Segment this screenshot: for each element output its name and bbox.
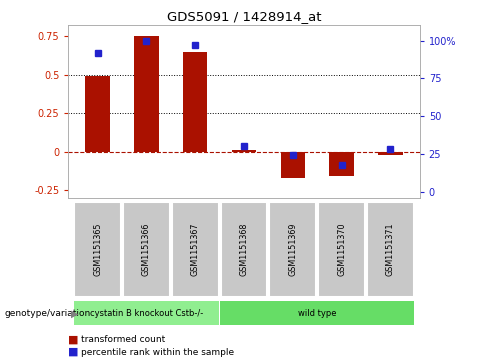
FancyBboxPatch shape (74, 202, 121, 298)
Text: cystatin B knockout Cstb-/-: cystatin B knockout Cstb-/- (90, 309, 203, 318)
FancyBboxPatch shape (269, 202, 316, 298)
Text: ■: ■ (68, 347, 79, 357)
Text: GSM1151369: GSM1151369 (288, 223, 297, 276)
FancyBboxPatch shape (367, 202, 414, 298)
Text: wild type: wild type (298, 309, 336, 318)
FancyBboxPatch shape (221, 202, 267, 298)
Text: transformed count: transformed count (81, 335, 165, 344)
FancyBboxPatch shape (74, 301, 219, 325)
FancyBboxPatch shape (220, 301, 414, 325)
Text: GSM1151370: GSM1151370 (337, 223, 346, 276)
Title: GDS5091 / 1428914_at: GDS5091 / 1428914_at (167, 10, 321, 23)
Bar (134, 36, 159, 152)
Text: percentile rank within the sample: percentile rank within the sample (81, 348, 234, 356)
Text: GSM1151366: GSM1151366 (142, 223, 151, 276)
FancyBboxPatch shape (172, 202, 219, 298)
Bar (378, 152, 403, 155)
Bar (329, 152, 354, 176)
Text: GSM1151365: GSM1151365 (93, 223, 102, 276)
Text: GSM1151371: GSM1151371 (386, 223, 395, 276)
Text: GSM1151367: GSM1151367 (191, 223, 200, 276)
Bar (85, 76, 110, 152)
Text: GSM1151368: GSM1151368 (240, 223, 248, 276)
FancyBboxPatch shape (318, 202, 365, 298)
Bar (183, 52, 207, 152)
Text: ■: ■ (68, 334, 79, 344)
Text: ▶: ▶ (71, 309, 78, 319)
Text: genotype/variation: genotype/variation (5, 310, 91, 318)
Bar (232, 150, 256, 152)
FancyBboxPatch shape (123, 202, 170, 298)
Bar (281, 152, 305, 178)
